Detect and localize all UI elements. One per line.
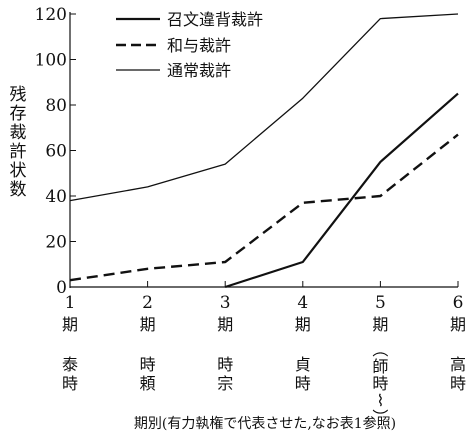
- x-axis-label: 期別(有力執権で代表させた,なお表1参照): [134, 415, 396, 432]
- x-tick-label: 6: [453, 293, 464, 313]
- x-tick-label: 3: [220, 293, 231, 313]
- series-layer: [69, 13, 459, 289]
- x-regent-label: ︵師時⌇ ︶: [372, 340, 388, 427]
- x-period-label: 期: [372, 315, 388, 334]
- x-regent-label: 高時: [450, 355, 466, 393]
- series-line-0: [224, 92, 459, 289]
- axes: 0 20 40 60 80 100 120: [35, 5, 459, 298]
- y-axis-label: 残存裁許状数: [10, 85, 27, 200]
- y-tick-label: 0: [56, 278, 67, 298]
- y-tick-label: 120: [35, 5, 67, 25]
- x-tick-label: 5: [375, 293, 386, 313]
- series-line-2: [69, 13, 459, 202]
- x-tick-label: 1: [65, 293, 76, 313]
- x-period-label: 期: [450, 315, 466, 334]
- x-period-label: 期: [62, 315, 78, 334]
- x-regent-label: 貞時: [295, 355, 311, 393]
- legend-label-2: 通常裁許: [167, 61, 231, 80]
- x-regent-label: 時頼: [140, 355, 156, 393]
- x-regent-label: 時宗: [217, 355, 233, 393]
- y-tick-label: 40: [45, 187, 67, 207]
- x-period-label: 期: [217, 315, 233, 334]
- y-tick-label: 100: [35, 51, 67, 71]
- y-tick-label: 20: [45, 233, 67, 253]
- x-tick-label: 2: [142, 293, 153, 313]
- x-period-label: 期: [140, 315, 156, 334]
- legend-label-1: 和与裁許: [167, 36, 231, 55]
- series-line-1: [69, 133, 459, 282]
- legend-label-0: 召文違背裁許: [167, 10, 263, 29]
- labels: 残存裁許状数 1 期泰時 2 期時頼 3 期時宗 4 期貞時 5 期 ︵師時⌇ ︶ 6 期高時期別(有力執権…: [10, 85, 467, 432]
- x-tick-label: 4: [297, 293, 308, 313]
- y-tick-label: 60: [45, 142, 67, 162]
- x-regent-label: 泰時: [62, 355, 78, 393]
- y-tick-label: 80: [45, 96, 67, 116]
- x-period-label: 期: [295, 315, 311, 334]
